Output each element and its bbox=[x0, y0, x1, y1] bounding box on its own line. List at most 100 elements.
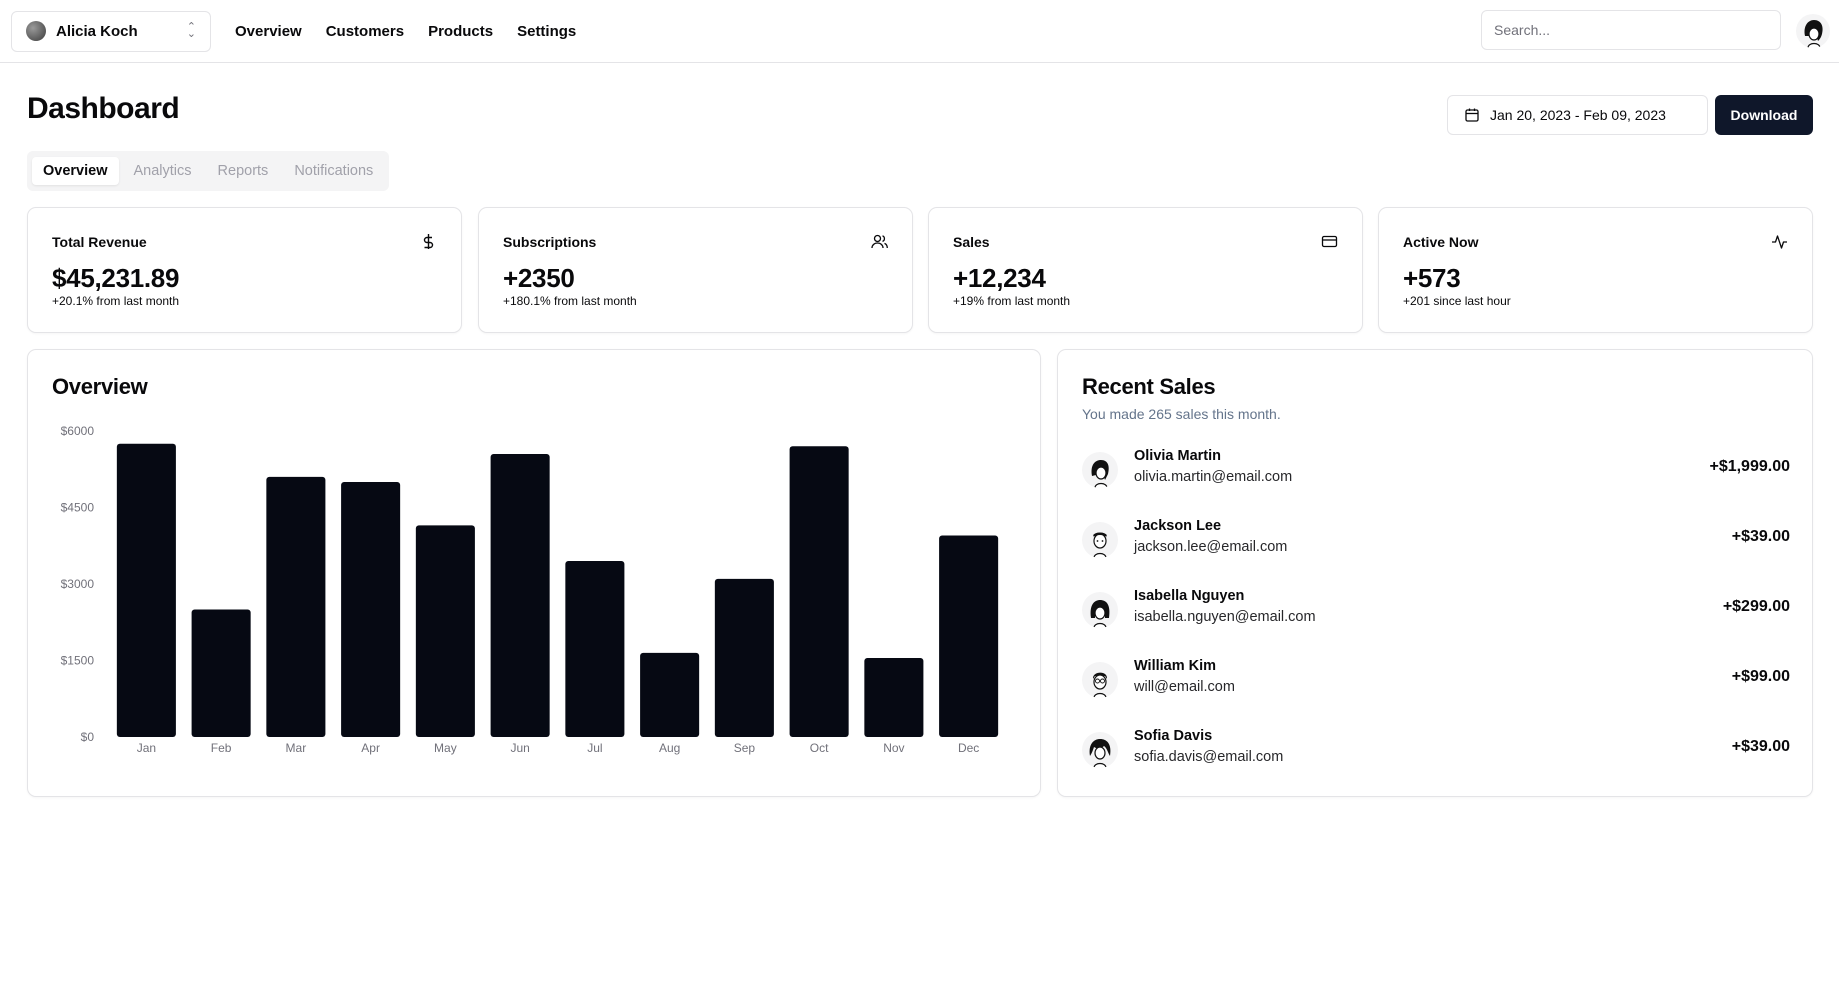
customer-name: Jackson Lee bbox=[1134, 518, 1222, 534]
y-axis-tick-label: $6000 bbox=[61, 424, 95, 438]
team-avatar bbox=[26, 21, 46, 41]
calendar-icon bbox=[1465, 108, 1479, 122]
download-button[interactable]: Download bbox=[1715, 95, 1813, 135]
x-axis-tick-label: Nov bbox=[883, 741, 904, 755]
x-axis-tick-label: Jun bbox=[510, 741, 529, 755]
x-axis-tick-label: Aug bbox=[659, 741, 680, 755]
x-axis-tick-label: Oct bbox=[810, 741, 829, 755]
customer-name: Olivia Martin bbox=[1134, 448, 1222, 464]
customer-avatar bbox=[1082, 522, 1118, 558]
customer-email: will@email.com bbox=[1134, 679, 1235, 695]
y-axis-tick-label: $1500 bbox=[61, 654, 95, 668]
chevrons-up-down-icon: ⌃ ⌄ bbox=[186, 21, 196, 40]
stat-card-active-now: Active Now +573 +201 since last hour bbox=[1378, 207, 1813, 333]
tab-notifications[interactable]: Notifications bbox=[294, 163, 374, 179]
bar-may bbox=[415, 525, 475, 737]
recent-sales-subtitle: You made 265 sales this month. bbox=[1082, 406, 1281, 422]
x-axis-tick-label: May bbox=[434, 741, 457, 755]
nav-settings[interactable]: Settings bbox=[517, 22, 577, 40]
x-axis-tick-label: Apr bbox=[361, 741, 380, 755]
stat-label: Active Now bbox=[1403, 234, 1479, 250]
stat-value: +12,234 bbox=[953, 263, 1046, 293]
date-range-picker[interactable]: Jan 20, 2023 - Feb 09, 2023 bbox=[1447, 95, 1708, 135]
stat-value: $45,231.89 bbox=[52, 263, 180, 293]
bar-sep bbox=[714, 578, 774, 737]
date-range-label: Jan 20, 2023 - Feb 09, 2023 bbox=[1490, 107, 1666, 123]
stat-change: +180.1% from last month bbox=[503, 294, 637, 308]
bar-dec bbox=[939, 535, 999, 737]
bar-feb bbox=[191, 609, 251, 737]
overview-title: Overview bbox=[52, 374, 148, 399]
nav-customers[interactable]: Customers bbox=[325, 22, 405, 40]
team-name: Alicia Koch bbox=[56, 22, 138, 40]
overview-bar-chart: $0 $1500 $3000 $4500 $6000 Jan Feb Mar Apr May Jun… bbox=[61, 424, 999, 755]
customer-avatar bbox=[1082, 662, 1118, 698]
stat-card-total-revenue: Total Revenue $45,231.89 +20.1% from las… bbox=[27, 207, 462, 333]
stat-change: +20.1% from last month bbox=[52, 294, 180, 308]
bar-apr bbox=[341, 482, 401, 737]
y-axis-tick-label: $0 bbox=[81, 730, 95, 744]
customer-avatar bbox=[1082, 452, 1118, 488]
stat-value: +573 bbox=[1403, 263, 1461, 293]
dollar-icon bbox=[423, 234, 434, 249]
customer-name: Sofia Davis bbox=[1134, 728, 1213, 744]
sale-amount: +$1,999.00 bbox=[1709, 458, 1790, 475]
sale-row: Sofia Davis sofia.davis@email.com +$39.0… bbox=[1082, 728, 1790, 772]
bar-nov bbox=[864, 657, 924, 737]
customer-email: olivia.martin@email.com bbox=[1134, 469, 1293, 485]
y-axis-tick-label: $3000 bbox=[61, 577, 95, 591]
recent-sales-card: Recent Sales You made 265 sales this mon… bbox=[1057, 349, 1813, 797]
sale-row: Isabella Nguyen isabella.nguyen@email.co… bbox=[1082, 588, 1790, 632]
stat-label: Total Revenue bbox=[52, 234, 147, 250]
customer-email: jackson.lee@email.com bbox=[1134, 539, 1288, 555]
tab-overview[interactable]: Overview bbox=[32, 157, 119, 185]
recent-sales-title: Recent Sales bbox=[1082, 374, 1216, 399]
customer-avatar bbox=[1082, 732, 1118, 768]
bar-mar bbox=[266, 476, 326, 737]
stat-card-sales: Sales +12,234 +19% from last month bbox=[928, 207, 1363, 333]
bar-jan bbox=[116, 443, 176, 737]
user-avatar-illustration bbox=[1804, 20, 1823, 48]
nav-overview[interactable]: Overview bbox=[235, 22, 302, 40]
tab-reports[interactable]: Reports bbox=[217, 163, 269, 179]
user-avatar[interactable] bbox=[1796, 14, 1830, 48]
customer-name: Isabella Nguyen bbox=[1134, 588, 1245, 604]
tab-analytics[interactable]: Analytics bbox=[133, 163, 192, 179]
main-nav: Overview Customers Products Settings bbox=[235, 23, 576, 40]
x-axis-tick-label: Sep bbox=[734, 741, 756, 755]
users-icon bbox=[871, 234, 888, 249]
sale-row: Olivia Martin olivia.martin@email.com +$… bbox=[1082, 448, 1790, 492]
nav-products[interactable]: Products bbox=[428, 22, 494, 40]
sale-row: Jackson Lee jackson.lee@email.com +$39.0… bbox=[1082, 518, 1790, 562]
customer-name: William Kim bbox=[1134, 658, 1217, 674]
credit-card-icon bbox=[1321, 235, 1338, 248]
customer-avatar bbox=[1082, 592, 1118, 628]
bar-aug bbox=[640, 652, 700, 737]
bar-jul bbox=[565, 561, 625, 737]
stat-label: Subscriptions bbox=[503, 234, 597, 250]
x-axis-tick-label: Jan bbox=[137, 741, 156, 755]
activity-icon bbox=[1772, 235, 1787, 249]
stat-value: +2350 bbox=[503, 263, 575, 293]
sale-amount: +$299.00 bbox=[1722, 598, 1790, 615]
top-navigation-bar: Alicia Koch ⌃ ⌄ Overview Customers Produc… bbox=[0, 0, 1839, 63]
x-axis-tick-label: Jul bbox=[587, 741, 602, 755]
stat-card-subscriptions: Subscriptions +2350 +180.1% from last mo… bbox=[478, 207, 913, 333]
page-title: Dashboard bbox=[27, 92, 180, 125]
stat-label: Sales bbox=[953, 234, 990, 250]
bar-oct bbox=[789, 446, 849, 737]
y-axis-tick-label: $4500 bbox=[61, 501, 95, 515]
sale-row: William Kim will@email.com +$99.00 bbox=[1082, 658, 1790, 702]
x-axis-tick-label: Mar bbox=[286, 741, 307, 755]
team-switcher[interactable]: Alicia Koch ⌃ ⌄ bbox=[11, 10, 211, 52]
sale-amount: +$39.00 bbox=[1731, 528, 1790, 545]
sale-amount: +$39.00 bbox=[1731, 738, 1790, 755]
x-axis-tick-label: Dec bbox=[958, 741, 979, 755]
stat-change: +201 since last hour bbox=[1403, 294, 1511, 308]
bar-jun bbox=[490, 453, 550, 737]
customer-email: sofia.davis@email.com bbox=[1134, 749, 1284, 765]
sale-amount: +$99.00 bbox=[1731, 668, 1790, 685]
customer-email: isabella.nguyen@email.com bbox=[1134, 609, 1316, 625]
x-axis-tick-label: Feb bbox=[211, 741, 232, 755]
search-input[interactable] bbox=[1481, 10, 1781, 50]
